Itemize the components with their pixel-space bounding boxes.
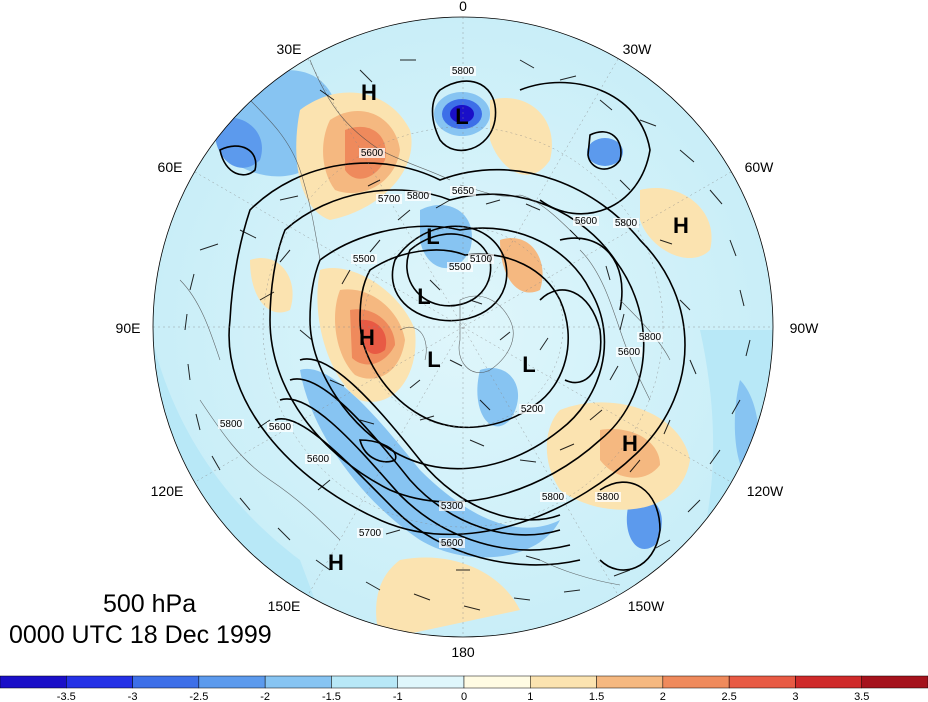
pressure-center-l: L (427, 347, 440, 372)
colorbar-swatch (0, 675, 67, 689)
longitude-label: 60W (745, 159, 775, 175)
colorbar-tick-label: 0 (461, 691, 467, 702)
colorbar-tick-label: 3 (792, 691, 798, 702)
pressure-center-h: H (359, 325, 375, 350)
colorbar-swatch (795, 675, 862, 689)
pressure-center-h: H (361, 80, 377, 105)
contour-label: 5800 (639, 332, 662, 343)
colorbar-swatch (264, 675, 332, 689)
longitude-label: 90W (790, 320, 820, 336)
colorbar: -3.5 -3 -2.5 -2 -1.5 -1 0 1 1.5 2 2.5 3 3.5 (0, 675, 928, 702)
contour-label: 5650 (452, 186, 475, 197)
colorbar-tick-label: -1.5 (322, 691, 341, 702)
colorbar-swatch (861, 675, 928, 689)
pressure-center-l: L (522, 352, 535, 377)
longitude-label: 150E (268, 598, 301, 614)
contour-label: 5700 (378, 194, 401, 205)
colorbar-swatch (66, 675, 133, 689)
valid-time-title: 0000 UTC 18 Dec 1999 (9, 621, 272, 649)
colorbar-swatch (596, 675, 664, 689)
contour-label: 5600 (441, 538, 464, 549)
colorbar-swatch (463, 675, 531, 689)
colorbar-swatch (728, 675, 796, 689)
longitude-label: 30W (623, 41, 653, 57)
contour-label: 5300 (441, 501, 464, 512)
contour-label: 5100 (470, 254, 493, 265)
longitude-label: 30E (277, 41, 302, 57)
contour-label: 5800 (542, 492, 565, 503)
colorbar-tick-label: -2 (260, 691, 270, 702)
longitude-label: 60E (158, 159, 183, 175)
pressure-centers: H L H L L H L L H H (328, 80, 689, 575)
contour-label: 5800 (407, 191, 430, 202)
contour-label: 5600 (361, 148, 384, 159)
contour-label: 5800 (615, 218, 638, 229)
colorbar-swatch (397, 675, 465, 689)
contour-label: 5600 (269, 422, 292, 433)
pressure-level-title: 500 hPa (103, 590, 197, 618)
contour-label: 5500 (449, 262, 472, 273)
colorbar-tick-label: 2 (660, 691, 666, 702)
longitude-label: 180 (451, 644, 475, 660)
pressure-center-l: L (417, 284, 430, 309)
colorbar-tick-label: 3.5 (854, 691, 869, 702)
colorbar-swatch (530, 675, 597, 689)
colorbar-tick-label: -1 (393, 691, 403, 702)
colorbar-swatch (331, 675, 398, 689)
contour-label: 5500 (353, 254, 376, 265)
longitude-label: 120E (151, 483, 184, 499)
colorbar-swatch (132, 675, 200, 689)
colorbar-tick-label: 1 (527, 691, 533, 702)
colorbar-tick-label: -2.5 (189, 691, 208, 702)
pressure-center-l: L (426, 224, 439, 249)
colorbar-swatch (198, 675, 266, 689)
contour-label: 5200 (521, 404, 544, 415)
contour-label: 5800 (452, 66, 475, 77)
pressure-center-h: H (328, 550, 344, 575)
contour-label: 5700 (359, 528, 382, 539)
longitude-label: 120W (747, 483, 784, 499)
colorbar-tick-label: -3 (128, 691, 138, 702)
contour-label: 5600 (618, 347, 641, 358)
longitude-labels: 0 30W 60W 90W 120W 150W 180 150E 120E 90E 60E 30E (116, 0, 820, 660)
shaded-anomaly-field (153, 17, 773, 637)
contour-label: 5800 (220, 419, 243, 430)
colorbar-tick-label: -3.5 (57, 691, 76, 702)
map-boundary (152, 16, 774, 638)
longitude-label: 90E (116, 320, 141, 336)
polar-map: 0 30W 60W 90W 120W 150W 180 150E 120E 90E 60E 30E H… (116, 0, 820, 660)
pressure-center-h: H (622, 431, 638, 456)
pressure-center-h: H (673, 213, 689, 238)
contour-label: 5800 (597, 492, 620, 503)
contour-label: 5600 (575, 216, 598, 227)
colorbar-tick-label: 2.5 (721, 691, 736, 702)
pressure-center-l: L (455, 104, 468, 129)
contour-label: 5600 (307, 454, 330, 465)
longitude-label: 150W (628, 598, 665, 614)
longitude-label: 0 (459, 0, 467, 14)
colorbar-tick-label: 1.5 (589, 691, 604, 702)
colorbar-swatch (662, 675, 730, 689)
